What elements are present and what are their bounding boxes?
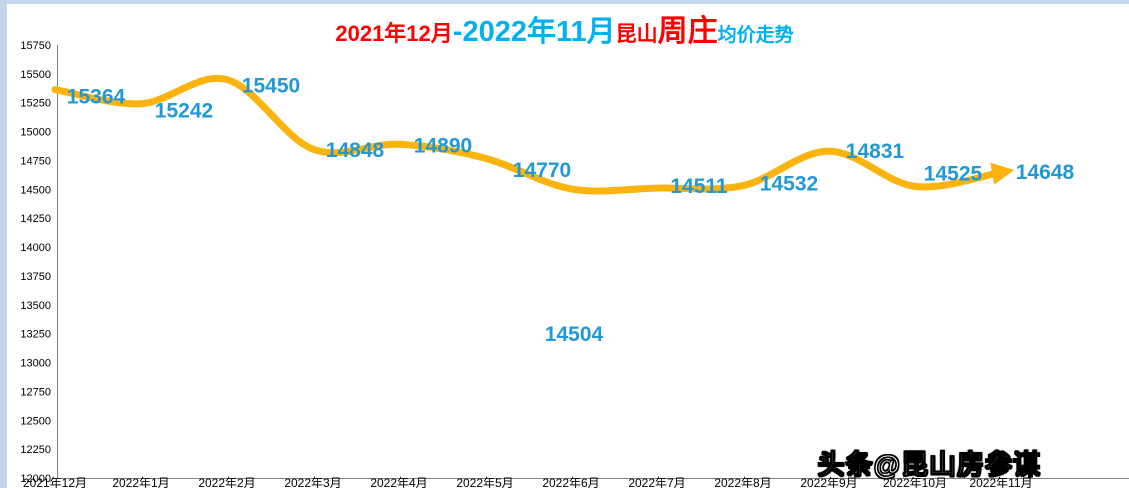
data-label: 14831 [846, 140, 905, 163]
data-label: 14770 [513, 159, 571, 182]
y-tick-label: 14500 [20, 184, 51, 196]
data-label: 15450 [242, 75, 300, 98]
price-trend-line [51, 74, 1015, 195]
data-label: 14648 [1016, 161, 1075, 184]
x-tick-label: 2022年8月 [714, 476, 771, 488]
data-label: 14848 [326, 139, 385, 162]
x-tick-label: 2022年7月 [628, 476, 685, 488]
window-top-border [0, 0, 1129, 4]
title-segment-2: 昆山 [615, 23, 658, 46]
title-segment-4: 均价走势 [717, 25, 794, 46]
window-left-border [0, 0, 7, 488]
watermark: 头条@昆山房参谋 [817, 450, 1041, 481]
data-label: 14890 [414, 134, 472, 157]
data-label: 14504 [545, 323, 604, 346]
data-label: 14532 [760, 173, 818, 196]
y-tick-label: 15000 [20, 127, 51, 139]
title-segment-1: -2022年11月 [452, 16, 616, 48]
title-segment-0: 2021年12月 [335, 21, 453, 46]
x-tick-label: 2021年12月 [23, 476, 87, 488]
y-tick-label: 14750 [20, 156, 51, 168]
x-tick-label: 2022年6月 [542, 476, 599, 488]
x-tick-label: 2022年3月 [284, 476, 341, 488]
data-label: 15364 [67, 86, 126, 109]
y-tick-label: 12000 [20, 473, 51, 485]
y-tick-label: 14250 [20, 213, 51, 225]
y-tick-label: 14000 [20, 242, 51, 254]
y-tick-label: 15750 [20, 40, 51, 52]
y-tick-label: 13500 [20, 300, 51, 312]
y-tick-label: 12250 [20, 444, 51, 456]
y-tick-label: 13250 [20, 329, 51, 341]
x-tick-label: 2022年11月 [969, 476, 1032, 488]
x-tick-label: 2022年2月 [198, 476, 255, 488]
y-tick-label: 12500 [20, 415, 51, 427]
x-tick-label: 2022年10月 [883, 476, 947, 488]
chart-title: 2021年12月 -2022年11月 昆山 周庄 均价走势 [0, 6, 1129, 50]
y-tick-label: 15250 [20, 98, 51, 110]
x-tick-label: 2022年1月 [112, 476, 169, 488]
data-label: 15242 [155, 100, 213, 123]
x-tick-label: 2022年5月 [456, 476, 513, 488]
x-tick-label: 2022年9月 [800, 476, 857, 488]
title-segment-3: 周庄 [657, 15, 718, 48]
y-tick-label: 12750 [20, 386, 51, 398]
y-tick-label: 15500 [20, 69, 51, 81]
y-tick-label: 13750 [20, 271, 51, 283]
y-tick-label: 13000 [20, 358, 51, 370]
data-label: 14525 [924, 162, 983, 185]
x-tick-label: 2022年4月 [370, 476, 427, 488]
data-label: 14511 [670, 175, 728, 198]
